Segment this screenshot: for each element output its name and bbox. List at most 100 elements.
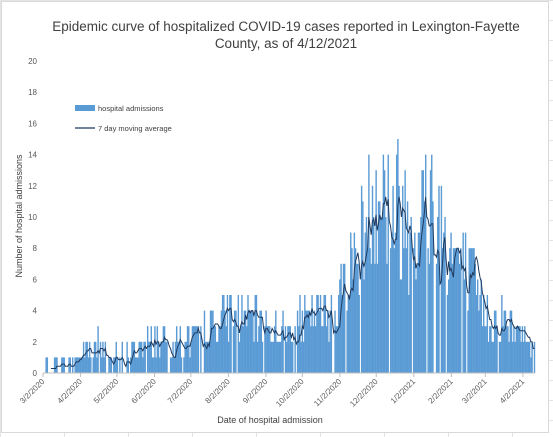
admission-bar bbox=[259, 310, 261, 373]
admission-bar bbox=[374, 263, 376, 373]
admission-bar bbox=[310, 326, 312, 373]
admission-bars bbox=[45, 139, 536, 373]
admission-bar bbox=[99, 341, 102, 373]
admission-bar bbox=[406, 201, 409, 373]
x-tick-label: 4/2/2020 bbox=[56, 377, 85, 406]
admission-bar bbox=[455, 248, 457, 373]
admission-bar bbox=[209, 310, 212, 373]
admission-bar bbox=[328, 341, 330, 373]
admission-bar bbox=[192, 326, 195, 373]
admission-bar bbox=[206, 341, 208, 373]
x-tick-label: 3/2/2021 bbox=[460, 377, 489, 406]
admission-bar bbox=[491, 341, 493, 373]
admission-bar bbox=[214, 326, 217, 373]
admission-bar bbox=[148, 341, 150, 373]
admission-bar bbox=[397, 139, 399, 373]
admission-bar bbox=[290, 341, 293, 373]
admission-bar bbox=[403, 248, 405, 373]
admission-bar bbox=[447, 279, 450, 373]
admission-bar bbox=[385, 217, 387, 373]
admission-bar bbox=[416, 263, 418, 373]
admission-bar bbox=[478, 310, 480, 373]
admission-bar bbox=[402, 185, 404, 373]
admission-bar bbox=[300, 341, 302, 373]
admission-bar bbox=[470, 248, 473, 373]
admission-bar bbox=[219, 326, 221, 373]
y-axis-ticks: 0 2 4 6 8 10 12 14 16 18 20 bbox=[28, 57, 37, 378]
admission-bar bbox=[195, 326, 197, 373]
admission-bar bbox=[487, 341, 490, 373]
y-tick-label: 10 bbox=[28, 213, 37, 222]
admission-bar bbox=[319, 295, 322, 373]
admission-bar bbox=[133, 341, 136, 373]
admission-bar bbox=[171, 357, 173, 373]
admission-bar bbox=[354, 248, 357, 373]
admission-bar bbox=[266, 326, 269, 373]
admission-bar bbox=[475, 295, 478, 373]
admission-bar bbox=[56, 357, 58, 373]
admission-bar bbox=[375, 170, 377, 373]
admission-bar bbox=[313, 310, 316, 373]
admission-bar bbox=[197, 326, 200, 373]
admission-bar bbox=[508, 341, 510, 373]
admission-bar bbox=[321, 326, 323, 373]
admission-bar bbox=[238, 341, 241, 373]
x-tick-label: 2/2/2021 bbox=[426, 377, 455, 406]
admission-bar bbox=[424, 154, 427, 373]
admission-bar bbox=[327, 310, 329, 373]
y-tick-label: 0 bbox=[33, 369, 38, 378]
admission-bar bbox=[334, 310, 336, 373]
admission-bar bbox=[489, 326, 491, 373]
admission-bar bbox=[422, 170, 424, 373]
admission-bar bbox=[232, 326, 235, 373]
admission-bar bbox=[502, 326, 504, 373]
admission-bar bbox=[249, 310, 252, 373]
admission-bar bbox=[154, 326, 156, 373]
admission-bar bbox=[76, 357, 79, 373]
admission-bar bbox=[277, 341, 279, 373]
admission-bar bbox=[172, 341, 174, 373]
y-tick-label: 14 bbox=[28, 151, 37, 160]
admission-bar bbox=[132, 341, 134, 373]
admission-bar bbox=[464, 232, 467, 373]
admission-bar bbox=[230, 295, 232, 373]
admission-bar bbox=[451, 263, 453, 373]
admission-bar bbox=[404, 170, 406, 373]
admission-bar bbox=[233, 310, 236, 373]
admission-bar bbox=[364, 232, 366, 373]
admission-bar bbox=[507, 326, 509, 373]
admission-bar bbox=[116, 357, 119, 373]
admission-bar bbox=[240, 326, 242, 373]
admission-bar bbox=[86, 341, 88, 373]
admission-bar bbox=[80, 357, 82, 373]
admission-bar bbox=[75, 357, 78, 373]
x-tick-label: 1/2/2021 bbox=[389, 377, 418, 406]
chart-title-line-2: County, as of 4/12/2021 bbox=[215, 36, 357, 51]
admission-bar bbox=[317, 295, 319, 373]
admission-bar bbox=[443, 232, 445, 373]
admission-bar bbox=[414, 232, 416, 373]
admission-bar bbox=[409, 232, 411, 373]
y-tick-label: 6 bbox=[33, 275, 38, 284]
admission-bar bbox=[335, 326, 337, 373]
y-tick-label: 12 bbox=[28, 182, 37, 191]
admission-bar bbox=[62, 357, 64, 373]
admission-bar bbox=[149, 341, 151, 373]
admission-bar bbox=[110, 357, 113, 373]
admission-bar bbox=[322, 326, 324, 373]
admission-bar bbox=[151, 357, 154, 373]
admission-bar bbox=[357, 263, 359, 373]
admission-bar bbox=[157, 341, 160, 373]
admission-bar bbox=[258, 326, 260, 373]
admission-bar bbox=[169, 357, 172, 373]
admission-bar bbox=[441, 248, 444, 373]
admission-bar bbox=[373, 217, 375, 373]
admission-bar bbox=[312, 326, 314, 373]
admission-bar bbox=[316, 295, 318, 373]
admission-bar bbox=[180, 357, 183, 373]
x-tick-label: 10/2/2020 bbox=[274, 377, 306, 409]
x-axis-ticks: 3/2/2020 4/2/2020 5/2/2020 6/2/2020 7/2/2020… bbox=[18, 373, 527, 409]
admission-bar bbox=[242, 326, 244, 373]
admission-bar bbox=[341, 295, 343, 373]
admission-bar bbox=[476, 279, 479, 373]
